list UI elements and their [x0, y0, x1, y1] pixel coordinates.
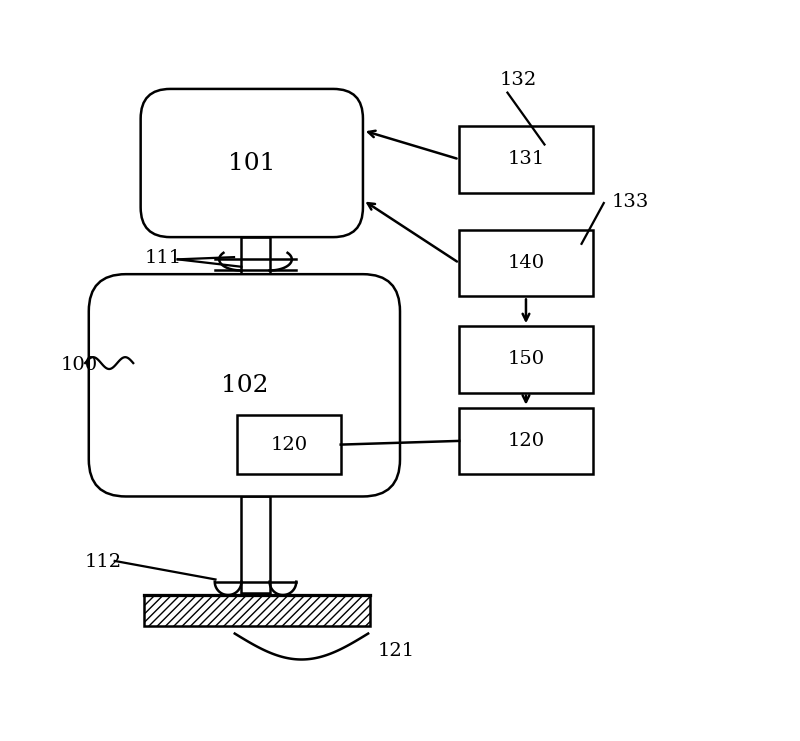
Bar	[242, 237, 270, 274]
Bar	[459, 126, 593, 193]
Text: 140: 140	[507, 254, 545, 272]
Bar	[459, 408, 593, 474]
Text: 133: 133	[611, 193, 649, 211]
Bar	[242, 496, 270, 593]
Bar	[237, 415, 341, 474]
Bar	[144, 595, 370, 626]
Text: 120: 120	[270, 436, 307, 453]
Text: 100: 100	[61, 356, 98, 374]
Text: 102: 102	[221, 373, 268, 397]
Text: 112: 112	[85, 553, 122, 571]
Bar	[459, 230, 593, 296]
Text: 121: 121	[378, 642, 415, 659]
FancyBboxPatch shape	[141, 89, 363, 237]
FancyBboxPatch shape	[89, 274, 400, 496]
Text: 101: 101	[228, 151, 275, 175]
Bar	[459, 326, 593, 393]
Text: 131: 131	[507, 150, 545, 168]
Text: 120: 120	[507, 432, 545, 450]
Text: 132: 132	[500, 71, 538, 89]
Text: 111: 111	[144, 249, 182, 267]
Text: 150: 150	[507, 350, 545, 368]
